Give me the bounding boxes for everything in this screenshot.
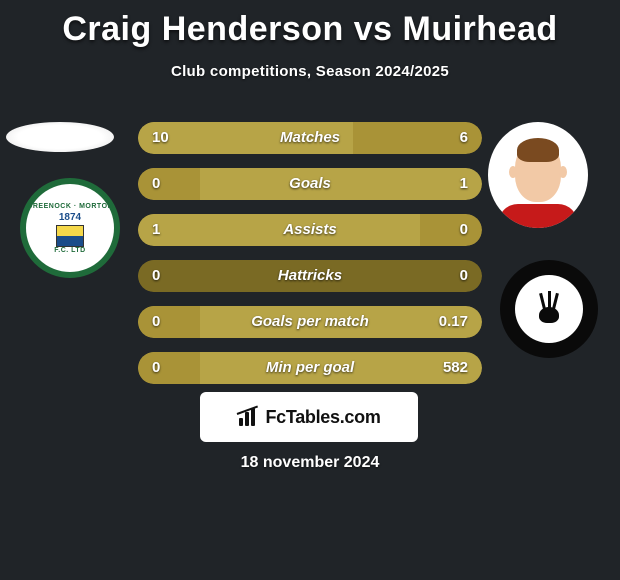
stat-right-value: 0.17 — [439, 306, 468, 338]
crest-text-bottom: F.C. LTD — [54, 247, 85, 254]
date-label: 18 november 2024 — [0, 454, 620, 472]
stat-right-value: 6 — [460, 122, 468, 154]
brand-badge: FcTables.com — [200, 392, 418, 442]
stat-row: 1Assists0 — [138, 214, 482, 246]
stats-list: 10Matches60Goals11Assists00Hattricks00Go… — [138, 122, 482, 398]
stat-right-value: 1 — [460, 168, 468, 200]
avatar-head — [515, 144, 561, 202]
page-title: Craig Henderson vs Muirhead — [0, 0, 620, 49]
stat-label: Goals — [138, 168, 482, 200]
stat-row: 10Matches6 — [138, 122, 482, 154]
stat-row: 0Hattricks0 — [138, 260, 482, 292]
brand-text: FcTables.com — [265, 407, 380, 428]
stat-row: 0Goals1 — [138, 168, 482, 200]
crest-shield-icon — [56, 225, 84, 247]
club-crest-left: GREENOCK · MORTON 1874 F.C. LTD — [20, 178, 120, 278]
crest-text-top: GREENOCK · MORTON — [27, 203, 113, 210]
crest-inner — [515, 275, 583, 343]
stat-label: Min per goal — [138, 352, 482, 384]
player-right-avatar — [488, 122, 588, 228]
stat-label: Assists — [138, 214, 482, 246]
stat-row: 0Min per goal582 — [138, 352, 482, 384]
stat-label: Matches — [138, 122, 482, 154]
thistle-icon — [531, 291, 567, 327]
crest-year: 1874 — [59, 212, 81, 223]
club-crest-right — [500, 260, 598, 358]
avatar-jersey — [498, 204, 578, 228]
stat-label: Goals per match — [138, 306, 482, 338]
chart-icon — [237, 406, 259, 428]
page-subtitle: Club competitions, Season 2024/2025 — [0, 63, 620, 80]
avatar-ear — [509, 166, 517, 178]
stat-row: 0Goals per match0.17 — [138, 306, 482, 338]
stat-right-value: 582 — [443, 352, 468, 384]
avatar-hair — [517, 138, 559, 162]
stat-label: Hattricks — [138, 260, 482, 292]
stat-right-value: 0 — [460, 214, 468, 246]
stat-right-value: 0 — [460, 260, 468, 292]
player-left-avatar — [6, 122, 114, 152]
avatar-ear — [559, 166, 567, 178]
